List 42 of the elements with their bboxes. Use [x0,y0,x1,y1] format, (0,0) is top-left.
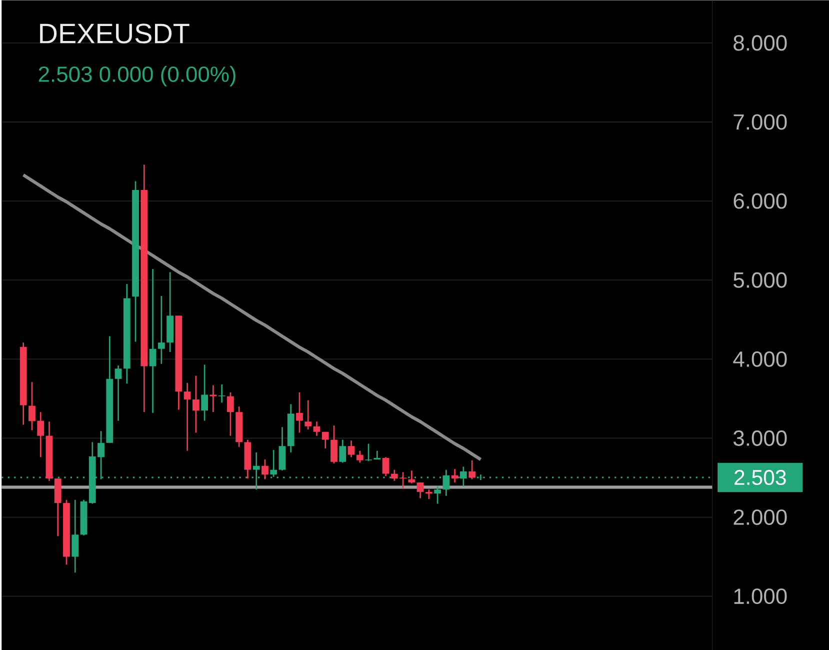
candlestick [416,482,424,499]
y-tick-label: 8.000 [734,35,787,51]
candlestick [149,268,156,414]
candlestick [278,426,286,472]
candlestick [296,392,303,434]
candlestick [339,438,346,464]
y-tick-label: 7.000 [734,114,787,130]
ref-line-label: 2.503 [734,470,786,485]
candlestick [374,450,381,460]
candlestick [192,374,200,434]
candlestick [114,364,122,422]
candlestick [304,399,312,430]
candlestick [356,450,364,464]
y-tick-label: 3.000 [734,430,787,446]
candlestick [348,440,355,458]
candlestick [28,381,36,431]
candlestick [434,486,441,504]
y-tick-label: 5.000 [734,272,787,288]
candlestick [365,442,372,462]
candlestick [72,499,79,574]
candlestick [226,392,234,436]
y-tick-label: 1.000 [734,588,787,604]
candlestick [37,411,44,458]
y-tick-label: 2.000 [734,509,787,525]
candlestick [330,424,338,464]
candlestick [425,488,432,500]
candlestick [382,456,390,477]
candlestick [322,431,329,449]
text: 2.503 0.000 (0.00%) [38,66,236,86]
candlestick [218,384,226,404]
y-tick-label: 6.000 [734,193,787,209]
candlestick [408,470,416,484]
candlestick [184,382,191,452]
y-tick-label: 4.000 [733,351,787,367]
candlestick [210,384,217,413]
candlestick [468,460,476,480]
candlestick [158,295,165,364]
candlestick [262,458,268,480]
candlestick [313,420,320,436]
candlestick [451,468,458,483]
candlestick [201,364,208,422]
text: DEXEUSDT [40,24,190,44]
